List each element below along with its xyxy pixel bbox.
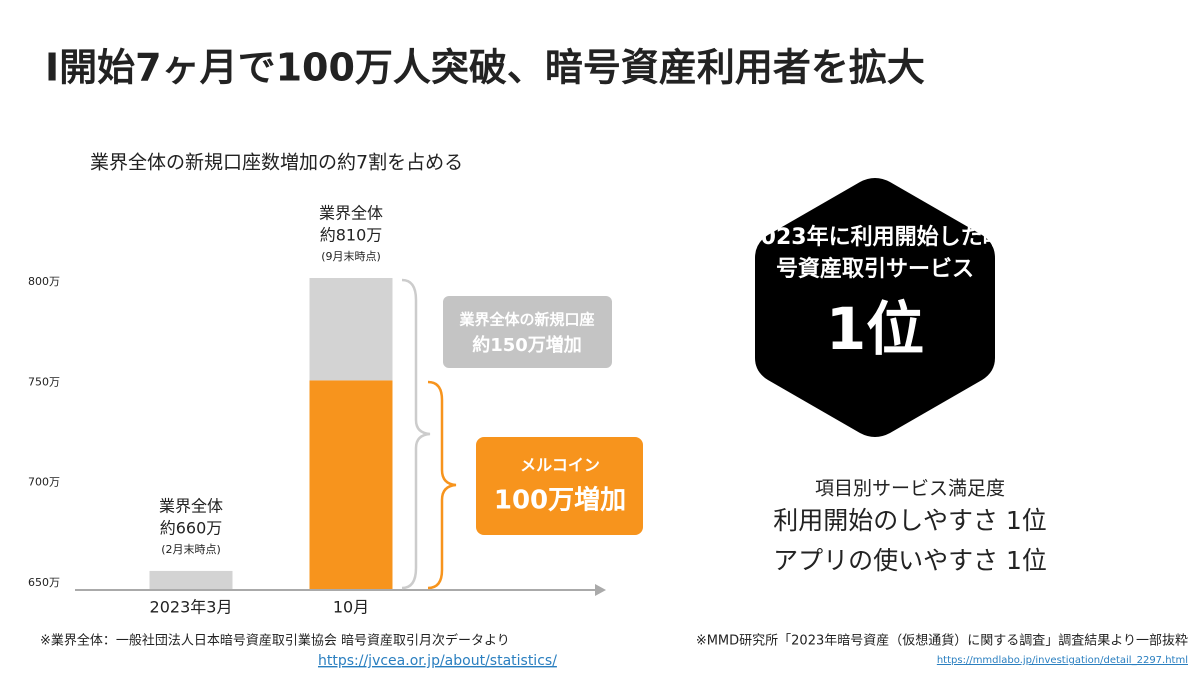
bar-note-sub: (9月末時点): [321, 249, 381, 263]
badge-rank: 1位: [826, 295, 924, 363]
footnote-link[interactable]: https://jvcea.or.jp/about/statistics/: [318, 653, 557, 669]
footnote-link[interactable]: https://mmdlabo.jp/investigation/detail_…: [937, 655, 1188, 666]
bar-segment: [309, 380, 393, 590]
brace: [401, 278, 431, 590]
bar-segment: [309, 278, 393, 381]
brace: [427, 380, 457, 590]
bar-note: 業界全体: [319, 204, 383, 223]
badge-hexagon: [755, 178, 995, 437]
slide-title: I開始7ヶ月で100万人突破、暗号資産利用者を拡大: [45, 46, 925, 90]
callout-box: [476, 437, 643, 535]
satisfaction-heading: 項目別サービス満足度: [815, 478, 1005, 500]
chart-title: 業界全体の新規口座数増加の約7割を占める: [90, 152, 463, 174]
x-tick-label: 10月: [333, 598, 369, 617]
bar-note-sub: (2月末時点): [161, 542, 221, 556]
callout-text: 100万増加: [494, 486, 626, 516]
satisfaction-item: 利用開始のしやすさ 1位: [773, 506, 1047, 535]
bar-note: 約810万: [320, 226, 383, 245]
bar-note: 約660万: [160, 518, 223, 537]
bar-segment: [149, 570, 233, 590]
footnote: ※業界全体：一般社団法人日本暗号資産取引業協会 暗号資産取引月次データより: [40, 633, 510, 649]
y-tick-label: 650万: [28, 576, 60, 589]
footnote: ※MMD研究所「2023年暗号資産（仮想通貨）に関する調査」調査結果より一部抜粋: [696, 633, 1188, 649]
badge-text: 2023年に利用開始した暗: [745, 224, 1004, 250]
x-tick-label: 2023年3月: [150, 598, 233, 617]
callout-box: [443, 296, 612, 368]
callout-text: メルコイン: [520, 456, 600, 475]
callout-text: 約150万増加: [472, 334, 582, 356]
bar-note: 業界全体: [159, 496, 223, 515]
y-tick-label: 750万: [28, 375, 60, 388]
y-tick-label: 700万: [28, 476, 60, 489]
y-tick-label: 800万: [28, 275, 60, 288]
axis-arrow: [595, 584, 606, 596]
callout-text: 業界全体の新規口座: [458, 311, 594, 329]
badge-text: 号資産取引サービス: [776, 256, 974, 282]
satisfaction-item: アプリの使いやすさ 1位: [773, 546, 1047, 575]
